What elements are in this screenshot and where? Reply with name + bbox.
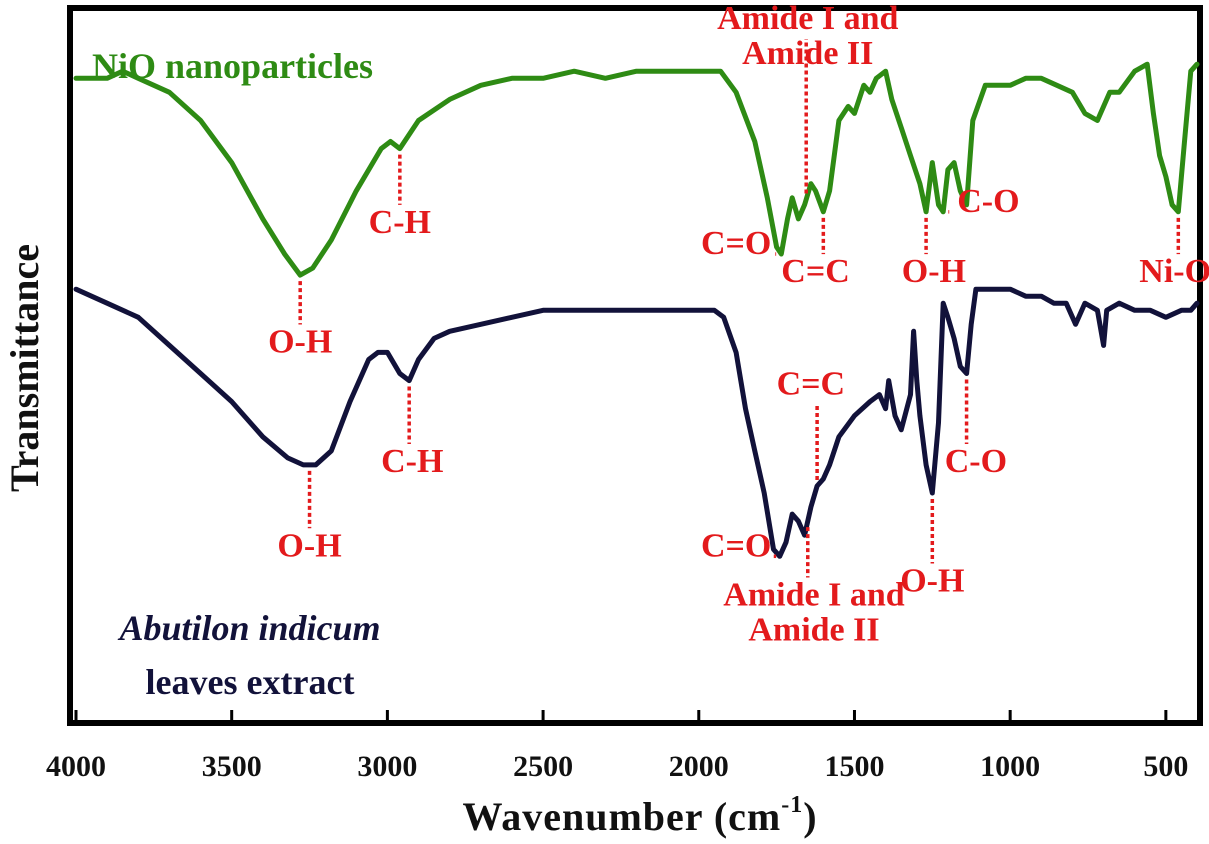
series-label-nio: NiO nanoparticles [92,46,373,86]
annotation-label-2: Amide I and [717,0,898,37]
annotation-label-4: C=O [701,225,771,262]
annotation-label-0: O-H [268,323,332,360]
x-tick-label-3000: 3000 [357,750,417,783]
series-group [73,61,1200,559]
annotation-label-13: Amide I and [723,577,904,614]
annotation-label-12: C=O [701,527,771,564]
x-axis-title-close: ) [803,794,817,839]
annotation-label-14: Amide II [748,612,879,649]
x-tick-label-4000: 4000 [46,750,106,783]
x-tick-label-1000: 1000 [980,750,1040,783]
annotation-label-10: C-H [381,443,443,480]
annotation-label-5: C=C [781,253,849,290]
annotation-label-3: Amide II [742,35,873,72]
y-axis-title: Transmittance [2,244,47,492]
x-axis-title: Wavenumber (cm-1) [462,792,817,839]
x-tick-label-2500: 2500 [513,750,573,783]
series-line-extract [73,286,1200,559]
annotation-label-9: O-H [277,527,341,564]
annotation-label-16: C-O [945,443,1007,480]
annotation-label-1: C-H [369,204,431,241]
x-tick-label-2000: 2000 [669,750,729,783]
series-label-extract-line1: Abutilon indicum [117,608,380,648]
x-axis-title-sup: -1 [781,792,803,818]
plot-frame [67,5,1203,726]
annotation-label-7: C-O [957,183,1019,220]
series-label-extract-line2: leaves extract [146,662,355,702]
x-tick-label-500: 500 [1143,750,1188,783]
annotation-label-8: Ni-O [1139,253,1209,290]
x-axis-title-main: Wavenumber (cm [462,794,781,839]
series-label-group: NiO nanoparticles Abutilon indicum leaves … [92,46,381,702]
annotation-label-6: O-H [902,253,966,290]
series-line-nio [73,61,1200,278]
annotation-label-15: O-H [900,562,964,599]
x-tick-label-3500: 3500 [202,750,262,783]
x-tick-group: 4000 3500 3000 2500 2000 1500 1000 500 [46,710,1188,783]
annotation-label-11: C=C [777,366,845,403]
x-tick-label-1500: 1500 [824,750,884,783]
